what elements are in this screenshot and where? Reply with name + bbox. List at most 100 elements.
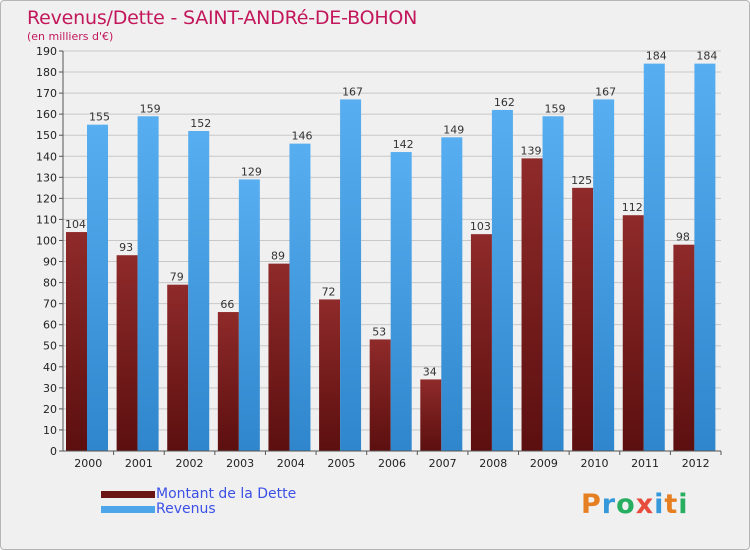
y-tick-label: 20: [43, 403, 57, 416]
bar-dette-2007: [420, 379, 442, 451]
y-tick-label: 90: [43, 256, 57, 269]
x-tick-label: 2003: [226, 457, 254, 470]
logo-letter: r: [601, 489, 617, 520]
bar-dette-2004: [268, 263, 290, 451]
proxiti-logo: Proxiti: [581, 489, 689, 520]
logo-letter: P: [581, 489, 602, 520]
data-label: 89: [271, 250, 285, 263]
data-label: 149: [443, 123, 464, 136]
bar-revenus-2005: [340, 99, 362, 451]
x-tick-label: 2008: [479, 457, 507, 470]
chart-subtitle: (en milliers d'€): [27, 30, 114, 43]
bar-revenus-2004: [289, 143, 311, 451]
bar-dette-2000: [66, 232, 87, 451]
bar-dette-2009: [521, 158, 543, 452]
x-tick-label: 2000: [74, 457, 102, 470]
y-tick-label: 40: [43, 361, 57, 374]
x-tick-label: 2012: [682, 457, 710, 470]
data-label: 152: [190, 117, 211, 130]
x-tick-label: 2005: [327, 457, 355, 470]
y-tick-label: 60: [43, 319, 57, 332]
data-label: 184: [696, 50, 717, 63]
y-tick-label: 50: [43, 340, 57, 353]
bars: [66, 63, 716, 452]
data-label: 112: [622, 201, 643, 214]
data-label: 53: [372, 325, 386, 338]
bar-dette-2012: [673, 244, 695, 451]
x-tick-label: 2010: [580, 457, 608, 470]
y-tick-label: 150: [36, 129, 57, 142]
y-tick-label: 30: [43, 382, 57, 395]
y-tick-label: 160: [36, 108, 57, 121]
y-tick-label: 80: [43, 277, 57, 290]
bar-dette-2002: [167, 284, 189, 451]
data-label: 104: [65, 218, 86, 231]
logo-letter: x: [635, 489, 655, 520]
data-label: 159: [140, 102, 161, 115]
y-tick-label: 0: [50, 445, 57, 458]
bar-revenus-2003: [238, 179, 260, 451]
y-tick-label: 100: [36, 234, 57, 247]
data-label: 162: [494, 96, 515, 109]
bar-revenus-2007: [441, 137, 463, 451]
data-label: 129: [241, 165, 262, 178]
bar-dette-2011: [622, 215, 644, 451]
x-tick-label: 2006: [378, 457, 406, 470]
x-tick-label: 2011: [631, 457, 659, 470]
data-label: 72: [322, 285, 336, 298]
y-tick-label: 130: [36, 171, 57, 184]
bar-dette-2003: [217, 312, 239, 451]
bar-dette-2001: [116, 255, 138, 451]
bar-revenus-2012: [694, 63, 716, 451]
logo-letter: i: [654, 489, 665, 520]
y-tick-label: 110: [36, 213, 57, 226]
bar-revenus-2011: [643, 63, 665, 451]
bar-dette-2008: [470, 234, 492, 451]
y-tick-label: 170: [36, 87, 57, 100]
logo-letter: t: [664, 489, 679, 520]
x-tick-label: 2007: [429, 457, 457, 470]
data-label: 146: [291, 130, 312, 143]
data-label: 167: [342, 85, 363, 98]
legend-swatch-debt: [101, 491, 155, 498]
bar-revenus-2001: [137, 116, 159, 452]
y-tick-label: 120: [36, 192, 57, 205]
legend-label-debt: Montant de la Dette: [156, 486, 297, 502]
data-label: 155: [89, 111, 110, 124]
chart-title: Revenus/Dette - SAINT-ANDRé-DE-BOHON: [27, 7, 418, 29]
y-tick-label: 10: [43, 424, 57, 437]
data-label: 98: [676, 231, 690, 244]
y-tick-label: 70: [43, 298, 57, 311]
x-tick-label: 2002: [176, 457, 204, 470]
x-tick-label: 2001: [125, 457, 153, 470]
axes: 0 10 20 30 40 50 60 70 80 90 100 110 120 130 140 150 160…: [36, 45, 722, 470]
x-tick-label: 2004: [277, 457, 305, 470]
legend-swatch-revenus: [101, 506, 155, 513]
bar-dette-2010: [572, 187, 594, 451]
data-label: 93: [119, 241, 133, 254]
data-labels: 104 155 93 159 79 152 66 129 89 146 72 167 53 142 34 14…: [65, 50, 717, 379]
data-label: 159: [545, 102, 566, 115]
bar-revenus-2010: [593, 99, 615, 451]
bar-revenus-2009: [542, 116, 564, 452]
data-label: 167: [595, 85, 616, 98]
bar-dette-2006: [369, 339, 391, 451]
y-tick-label: 180: [36, 66, 57, 79]
data-label: 79: [170, 271, 184, 284]
data-label: 125: [571, 174, 592, 187]
bar-revenus-2000: [87, 124, 108, 452]
data-label: 139: [521, 144, 542, 157]
bar-revenus-2008: [491, 109, 513, 452]
data-label: 142: [393, 138, 414, 151]
data-label: 103: [470, 220, 491, 233]
x-tick-label: 2009: [530, 457, 558, 470]
data-label: 184: [646, 50, 667, 63]
logo-letter: o: [616, 489, 636, 520]
data-label: 66: [220, 298, 234, 311]
legend-label-revenus: Revenus: [156, 501, 216, 517]
bar-revenus-2006: [390, 152, 412, 452]
bar-dette-2005: [319, 299, 341, 451]
bar-revenus-2002: [188, 131, 210, 451]
